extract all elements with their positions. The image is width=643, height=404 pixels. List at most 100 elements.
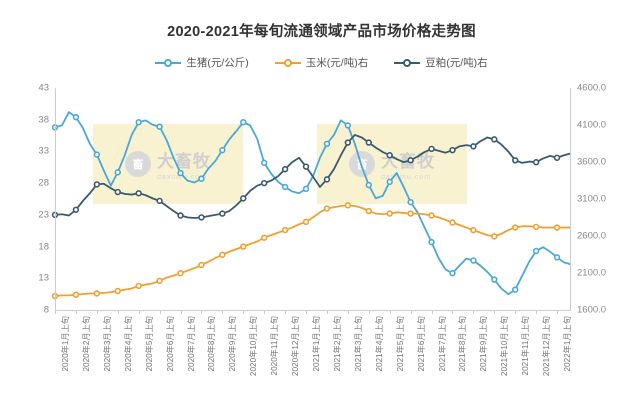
series-point[interactable] bbox=[553, 224, 561, 231]
series-point[interactable] bbox=[260, 159, 268, 167]
series-point[interactable] bbox=[302, 218, 310, 226]
x-axis-tick-label: 2020年7月上旬 bbox=[186, 316, 196, 372]
series-point[interactable] bbox=[512, 224, 519, 231]
x-axis-tick-label: 2020年8月上旬 bbox=[207, 316, 217, 372]
x-axis-tick-label: 2022年1月上旬 bbox=[563, 316, 573, 372]
series-point[interactable] bbox=[72, 206, 80, 213]
series-point[interactable] bbox=[323, 205, 331, 212]
x-axis-tick-label: 2021年5月上旬 bbox=[395, 316, 405, 372]
legend-item-0[interactable]: 生猪(元/公斤) bbox=[155, 55, 249, 70]
series-point[interactable] bbox=[177, 270, 184, 277]
series-point[interactable] bbox=[323, 176, 331, 183]
series-point[interactable] bbox=[344, 202, 352, 209]
series-point[interactable] bbox=[470, 257, 477, 264]
series-point[interactable] bbox=[470, 143, 477, 150]
series-point[interactable] bbox=[240, 119, 247, 126]
series-point[interactable] bbox=[470, 226, 477, 234]
series-point[interactable] bbox=[93, 181, 101, 188]
series-point[interactable] bbox=[428, 238, 435, 246]
series-point[interactable] bbox=[512, 157, 519, 164]
series-point[interactable] bbox=[219, 146, 226, 154]
y-axis-right-tick: 3100.0 bbox=[577, 193, 607, 205]
legend-marker-icon bbox=[155, 58, 182, 67]
series-point[interactable] bbox=[386, 152, 393, 159]
series-point[interactable] bbox=[491, 136, 498, 143]
series-point[interactable] bbox=[177, 212, 184, 219]
series-point[interactable] bbox=[365, 207, 372, 215]
series-point[interactable] bbox=[407, 198, 414, 206]
series-point[interactable] bbox=[114, 287, 121, 295]
series-point[interactable] bbox=[114, 188, 121, 196]
series-point[interactable] bbox=[491, 233, 498, 240]
series-point[interactable] bbox=[156, 277, 163, 285]
series-point[interactable] bbox=[407, 157, 414, 164]
series-point[interactable] bbox=[532, 159, 540, 166]
series-point[interactable] bbox=[532, 247, 540, 255]
x-axis-tickmark bbox=[452, 310, 454, 314]
series-point[interactable] bbox=[72, 291, 80, 298]
series-point[interactable] bbox=[386, 210, 393, 217]
series-point[interactable] bbox=[135, 119, 142, 126]
series-point[interactable] bbox=[72, 113, 80, 121]
series-point[interactable] bbox=[365, 181, 372, 189]
series-point[interactable] bbox=[156, 197, 163, 205]
series-point[interactable] bbox=[260, 179, 268, 187]
series-point[interactable] bbox=[302, 163, 310, 170]
x-axis-tick-label: 2020年5月上旬 bbox=[144, 316, 154, 372]
series-point[interactable] bbox=[344, 139, 352, 146]
series-point[interactable] bbox=[281, 226, 289, 234]
x-axis-tick-label: 2021年11月上旬 bbox=[521, 316, 531, 376]
series-point[interactable] bbox=[449, 219, 456, 226]
x-axis-tick-label: 2020年4月上旬 bbox=[123, 316, 133, 372]
series-point[interactable] bbox=[198, 261, 205, 269]
series-point[interactable] bbox=[135, 190, 142, 197]
series-point[interactable] bbox=[407, 210, 414, 217]
series-point[interactable] bbox=[281, 183, 289, 191]
y-axis-left-tick: 28 bbox=[38, 177, 49, 189]
series-point[interactable] bbox=[135, 282, 142, 290]
series-point[interactable] bbox=[114, 169, 121, 176]
series-point[interactable] bbox=[323, 140, 331, 148]
series-point[interactable] bbox=[512, 286, 519, 293]
series-point[interactable] bbox=[93, 290, 101, 297]
series-point[interactable] bbox=[491, 276, 498, 283]
series-point[interactable] bbox=[156, 123, 163, 130]
x-axis-tick-label: 2021年4月上旬 bbox=[374, 316, 384, 372]
series-point[interactable] bbox=[93, 151, 101, 158]
series-point[interactable] bbox=[198, 214, 205, 221]
series-point[interactable] bbox=[302, 185, 310, 193]
series-point[interactable] bbox=[386, 178, 393, 186]
series-point[interactable] bbox=[240, 243, 247, 250]
series-point[interactable] bbox=[532, 223, 540, 231]
legend-item-1[interactable]: 玉米(元/吨)右 bbox=[274, 55, 368, 70]
series-point[interactable] bbox=[219, 210, 226, 217]
series-point[interactable] bbox=[281, 165, 289, 173]
series-point[interactable] bbox=[449, 146, 456, 154]
plot-area: 畜 大畜牧 daxumu.com 畜 大畜牧 daxumu.com 813182… bbox=[38, 83, 606, 377]
series-point[interactable] bbox=[428, 145, 435, 153]
x-axis-tickmark bbox=[117, 310, 119, 314]
series-point[interactable] bbox=[219, 251, 226, 259]
series-point[interactable] bbox=[198, 175, 205, 182]
series-point[interactable] bbox=[177, 169, 184, 177]
y-axis-left-tick: 23 bbox=[38, 209, 49, 221]
x-axis-tickmark bbox=[515, 310, 517, 314]
series-point[interactable] bbox=[553, 254, 561, 261]
series-point[interactable] bbox=[553, 154, 561, 161]
series-point[interactable] bbox=[240, 195, 247, 202]
y-axis-right-tick: 1600.0 bbox=[577, 304, 607, 316]
legend-item-2[interactable]: 豆粕(元/吨)右 bbox=[394, 55, 488, 70]
x-axis-tick-label: 2021年7月上旬 bbox=[437, 316, 447, 372]
series-point[interactable] bbox=[260, 234, 268, 241]
x-axis-tickmark bbox=[473, 310, 475, 314]
x-axis-tickmark bbox=[347, 310, 349, 314]
series-point[interactable] bbox=[428, 212, 435, 219]
series-point[interactable] bbox=[344, 122, 352, 129]
series-point[interactable] bbox=[365, 139, 372, 146]
x-axis-tickmark bbox=[75, 310, 77, 314]
x-axis-tickmark bbox=[431, 310, 433, 314]
legend-label: 生猪(元/公斤) bbox=[186, 57, 249, 69]
x-axis-tickmark bbox=[389, 310, 391, 314]
series-point[interactable] bbox=[449, 270, 456, 277]
